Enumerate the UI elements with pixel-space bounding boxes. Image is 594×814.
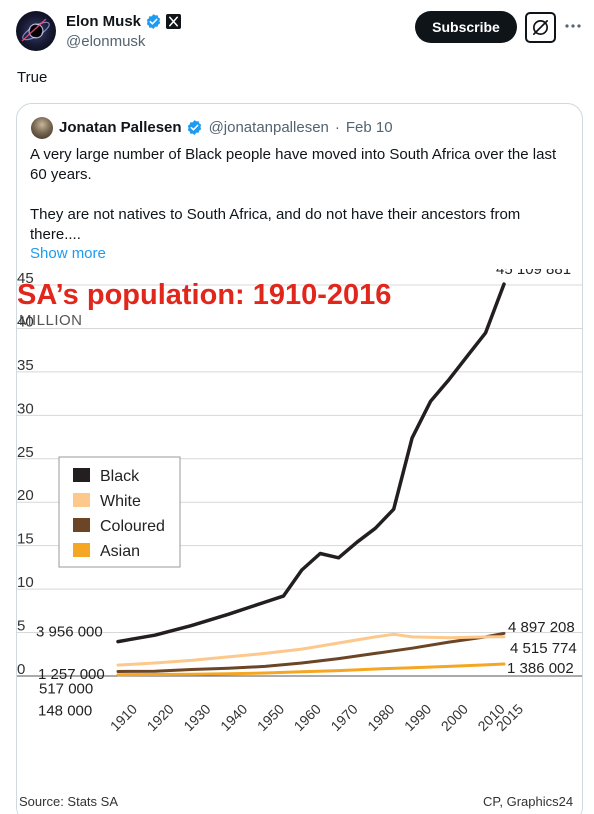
legend-swatch xyxy=(73,518,90,532)
x-tick-label: 2000 xyxy=(438,701,471,734)
y-tick-label: 30 xyxy=(17,400,34,417)
chart-title: SA’s population: 1910-2016 xyxy=(17,279,391,311)
author-info: Elon Musk @elonmusk xyxy=(66,12,182,50)
series-line-white xyxy=(116,632,506,667)
value-annotation: 3 956 000 xyxy=(36,624,103,641)
quote-date[interactable]: Feb 10 xyxy=(345,119,393,136)
quote-paragraph: A very large number of Black people have… xyxy=(30,146,557,183)
value-annotation: 1 257 000 xyxy=(38,666,105,683)
x-tick-label: 1930 xyxy=(180,701,213,734)
quote-header: Jonatan Pallesen @jonatanpallesen · Feb … xyxy=(59,119,393,136)
x-tick-label: 1990 xyxy=(401,701,434,734)
value-annotation: 148 000 xyxy=(38,703,92,720)
subscribe-button[interactable]: Subscribe xyxy=(415,11,517,43)
y-tick-label: 25 xyxy=(17,444,34,461)
y-tick-label: 35 xyxy=(17,357,34,374)
y-tick-label: 10 xyxy=(17,574,34,591)
legend-label: Black xyxy=(100,468,140,485)
chart-credit: CP, Graphics24 xyxy=(483,794,573,809)
show-more-link[interactable]: Show more xyxy=(30,245,106,262)
value-annotation: 4 515 774 xyxy=(510,640,577,657)
legend-swatch xyxy=(73,468,90,482)
y-tick-label: 15 xyxy=(17,531,34,548)
x-tick-label: 1940 xyxy=(217,701,250,734)
post-text: True xyxy=(17,69,48,86)
quote-author-handle[interactable]: @jonatanpallesen xyxy=(208,119,329,136)
quote-author-avatar[interactable] xyxy=(31,117,53,139)
y-tick-label: 45 xyxy=(17,270,34,287)
quote-separator: · xyxy=(334,119,340,136)
grok-icon xyxy=(532,19,549,36)
more-options-button[interactable] xyxy=(562,14,584,38)
quote-paragraph: They are not natives to South Africa, an… xyxy=(30,206,521,243)
galaxy-avatar-icon xyxy=(21,18,50,42)
quote-author-name[interactable]: Jonatan Pallesen xyxy=(59,119,182,136)
x-logo-icon xyxy=(166,13,182,29)
x-tick-label: 1920 xyxy=(144,701,177,734)
grok-button[interactable] xyxy=(525,12,556,43)
series-line-black xyxy=(116,282,506,644)
author-name[interactable]: Elon Musk xyxy=(66,12,142,30)
value-annotation: 4 897 208 xyxy=(508,619,575,636)
verified-badge-icon xyxy=(146,13,161,29)
x-tick-label: 1950 xyxy=(254,701,287,734)
x-tick-label: 1960 xyxy=(291,701,324,734)
population-chart[interactable]: SA’s population: 1910-2016 MILLION 0 5 10 15 2… xyxy=(17,269,582,814)
quoted-post[interactable]: Jonatan Pallesen @jonatanpallesen · Feb … xyxy=(16,103,583,814)
legend-label: White xyxy=(100,493,141,510)
y-axis-label: MILLION xyxy=(19,312,83,329)
x-tick-label: 1980 xyxy=(364,701,397,734)
value-annotation: 517 000 xyxy=(39,681,93,698)
y-tick-label: 20 xyxy=(17,487,34,504)
more-dots-icon xyxy=(565,24,581,28)
series-line-coloured xyxy=(116,631,506,673)
verified-badge-icon xyxy=(187,120,201,135)
x-tick-label: 1970 xyxy=(327,701,360,734)
chart-source: Source: Stats SA xyxy=(19,794,118,809)
chart-series xyxy=(116,282,506,677)
legend-label: Coloured xyxy=(100,518,165,535)
chart-legend: Black White Coloured Asian xyxy=(58,456,181,568)
quote-text: A very large number of Black people have… xyxy=(30,145,575,265)
author-handle[interactable]: @elonmusk xyxy=(66,33,146,50)
author-avatar[interactable] xyxy=(16,11,56,51)
legend-swatch xyxy=(73,493,90,507)
legend-swatch xyxy=(73,543,90,557)
value-annotation: 45 109 881 xyxy=(496,269,571,278)
legend-label: Asian xyxy=(100,543,140,560)
value-annotation: 1 386 002 xyxy=(507,660,574,677)
y-tick-label: 40 xyxy=(17,313,34,330)
x-tick-label: 1910 xyxy=(107,701,140,734)
series-line-asian xyxy=(116,662,506,677)
y-tick-label: 0 xyxy=(17,661,25,678)
y-tick-label: 5 xyxy=(17,618,25,635)
